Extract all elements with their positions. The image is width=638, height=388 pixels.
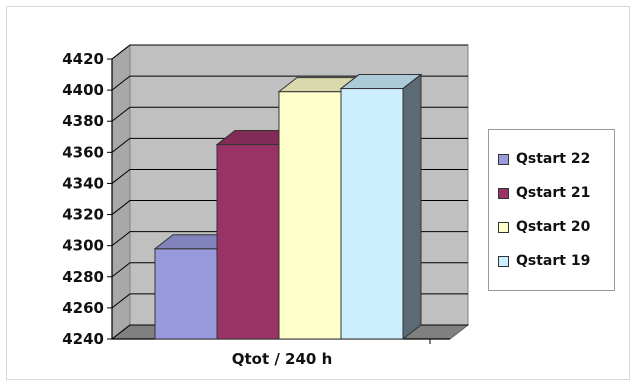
y-tick-label-4240: 4240 xyxy=(62,330,104,348)
bar-qstart-19 xyxy=(340,88,404,340)
y-tick-label-4280: 4280 xyxy=(62,268,104,286)
legend-item-qstart-21: Qstart 21 xyxy=(498,176,614,210)
y-tick-label-4380: 4380 xyxy=(62,112,104,130)
y-tick-label-4420: 4420 xyxy=(62,50,104,68)
y-tick-label-4320: 4320 xyxy=(62,206,104,224)
bar-qstart-20 xyxy=(278,91,342,340)
legend: Qstart 22 Qstart 21 Qstart 20 Qstart 19 xyxy=(488,129,615,291)
legend-label-qstart-20: Qstart 20 xyxy=(516,219,591,235)
legend-swatch-qstart-19 xyxy=(498,255,509,267)
y-tick-label-4340: 4340 xyxy=(62,174,104,192)
x-axis-category-label: Qtot / 240 h xyxy=(232,350,333,368)
y-tick-label-4400: 4400 xyxy=(62,81,104,99)
gridline-4420 xyxy=(111,44,468,60)
legend-item-qstart-22: Qstart 22 xyxy=(498,142,614,176)
side-wall xyxy=(111,43,131,341)
bar-qstart-21 xyxy=(216,144,280,340)
y-tick-label-4360: 4360 xyxy=(62,143,104,161)
y-tick-label-4300: 4300 xyxy=(62,237,104,255)
legend-swatch-qstart-21 xyxy=(498,187,509,199)
bar-qstart-22 xyxy=(154,248,218,340)
legend-label-qstart-19: Qstart 19 xyxy=(516,253,591,269)
y-tick-label-4260: 4260 xyxy=(62,299,104,317)
legend-item-qstart-20: Qstart 20 xyxy=(498,210,614,244)
legend-swatch-qstart-20 xyxy=(498,221,509,233)
legend-swatch-qstart-22 xyxy=(498,153,509,165)
legend-label-qstart-22: Qstart 22 xyxy=(516,151,591,167)
gridline-4400 xyxy=(111,75,468,91)
legend-label-qstart-21: Qstart 21 xyxy=(516,185,591,201)
legend-item-qstart-19: Qstart 19 xyxy=(498,244,614,278)
bar-side-qstart-19 xyxy=(402,73,422,341)
